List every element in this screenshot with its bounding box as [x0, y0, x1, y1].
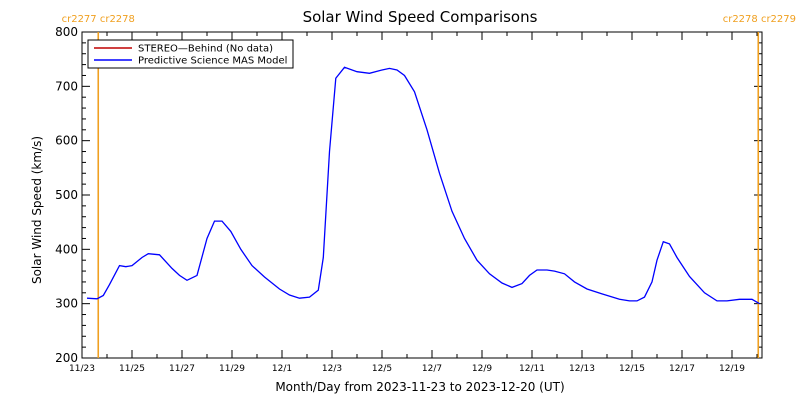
- x-tick-label: 12/5: [372, 364, 392, 374]
- x-tick-label: 12/7: [422, 364, 442, 374]
- plot-frame: [81, 31, 763, 359]
- chart-title: Solar Wind Speed Comparisons: [303, 8, 538, 26]
- x-tick-label: 12/1: [272, 364, 292, 374]
- y-tick-label: 600: [55, 134, 78, 148]
- y-tick-label: 800: [55, 25, 78, 39]
- series-line: [86, 66, 760, 305]
- x-tick-label: 12/3: [322, 364, 342, 374]
- legend-entry: STEREO—Behind (No data): [138, 44, 273, 55]
- y-tick-label: 400: [55, 242, 78, 256]
- x-tick-label: 11/27: [169, 364, 195, 374]
- y-axis-label: Solar Wind Speed (km/s): [30, 136, 44, 284]
- carrington-marker-label: cr2277 cr2278: [62, 14, 135, 25]
- plot-area: 200 300 400 500 600 700 800 11/23 11/25 11/27 11/2…: [55, 14, 796, 374]
- x-tick-label: 12/17: [669, 364, 695, 374]
- x-tick-label: 11/23: [69, 364, 95, 374]
- x-tick-label: 12/19: [719, 364, 745, 374]
- y-tick-label: 500: [55, 188, 78, 202]
- x-tick-label: 11/29: [219, 364, 245, 374]
- x-tick-label: 12/11: [519, 364, 545, 374]
- legend-entry: Predictive Science MAS Model: [138, 56, 287, 67]
- x-axis-label: Month/Day from 2023-11-23 to 2023-12-20 …: [275, 380, 564, 394]
- carrington-marker-label: cr2278 cr2279: [723, 14, 796, 25]
- y-tick-label: 300: [55, 297, 78, 311]
- x-tick-label: 12/13: [569, 364, 595, 374]
- x-tick-label: 11/25: [119, 364, 145, 374]
- x-tick-label: 12/9: [472, 364, 492, 374]
- y-tick-label: 700: [55, 79, 78, 93]
- legend-box: [87, 39, 294, 69]
- x-tick-label: 12/15: [619, 364, 645, 374]
- y-tick-label: 200: [55, 351, 78, 365]
